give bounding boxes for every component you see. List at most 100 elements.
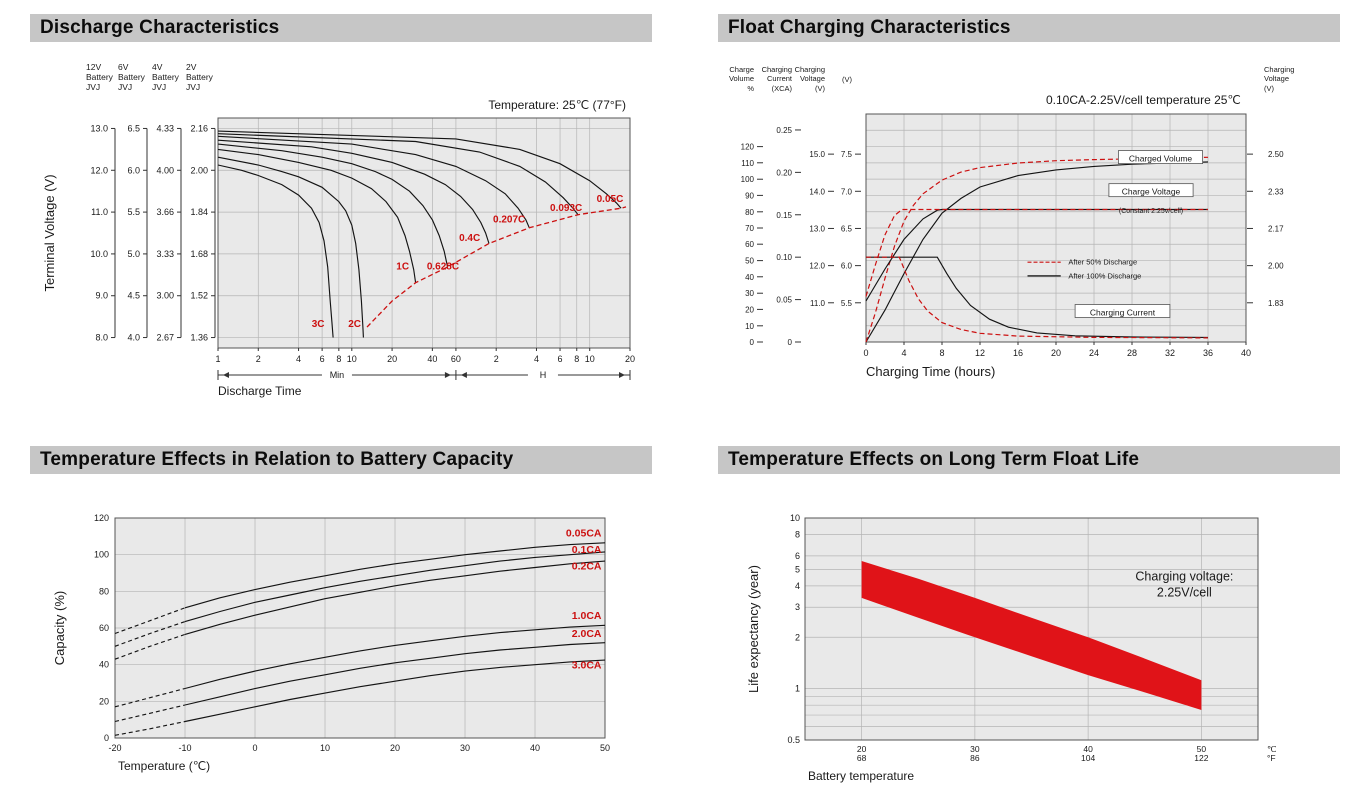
svg-text:Charging: Charging xyxy=(795,65,825,74)
svg-text:11.0: 11.0 xyxy=(91,207,108,217)
svg-text:10.0: 10.0 xyxy=(90,249,108,259)
svg-text:110: 110 xyxy=(741,159,754,168)
svg-text:10: 10 xyxy=(585,354,595,364)
svg-text:℃: ℃ xyxy=(1267,744,1277,754)
svg-text:4: 4 xyxy=(795,581,800,591)
svg-text:104: 104 xyxy=(1081,753,1095,763)
svg-text:2C: 2C xyxy=(348,319,361,330)
svg-text:4.0: 4.0 xyxy=(127,333,140,343)
svg-text:1: 1 xyxy=(795,684,800,694)
svg-text:6.5: 6.5 xyxy=(841,224,853,233)
svg-text:0.5: 0.5 xyxy=(787,735,800,745)
svg-text:6.0: 6.0 xyxy=(841,262,853,271)
svg-text:20: 20 xyxy=(857,744,867,754)
section-title-float-charging: Float Charging Characteristics xyxy=(718,14,1340,42)
svg-text:40: 40 xyxy=(1083,744,1093,754)
svg-text:Terminal Voltage (V): Terminal Voltage (V) xyxy=(42,174,57,291)
svg-text:Life expectancy (year): Life expectancy (year) xyxy=(746,565,761,693)
svg-text:2.50: 2.50 xyxy=(1268,150,1284,159)
svg-text:60: 60 xyxy=(99,623,109,633)
svg-text:H: H xyxy=(540,370,547,380)
svg-text:20: 20 xyxy=(1051,348,1061,358)
svg-text:0.093C: 0.093C xyxy=(550,203,582,214)
svg-text:8: 8 xyxy=(336,354,341,364)
svg-text:After 50% Discharge: After 50% Discharge xyxy=(1068,258,1137,267)
svg-text:Discharge Time: Discharge Time xyxy=(218,384,302,398)
svg-text:30: 30 xyxy=(745,289,754,298)
svg-text:20: 20 xyxy=(390,743,400,753)
svg-text:After 100% Discharge: After 100% Discharge xyxy=(1068,271,1141,280)
svg-text:36: 36 xyxy=(1203,348,1213,358)
svg-text:9.0: 9.0 xyxy=(95,291,108,301)
svg-text:8: 8 xyxy=(939,348,944,358)
svg-text:0.207C: 0.207C xyxy=(493,215,525,226)
svg-text:7.5: 7.5 xyxy=(841,150,853,159)
svg-text:40: 40 xyxy=(745,273,754,282)
svg-text:80: 80 xyxy=(745,208,754,217)
svg-text:32: 32 xyxy=(1165,348,1175,358)
svg-text:JVJ: JVJ xyxy=(86,82,100,92)
svg-text:Charging: Charging xyxy=(1264,65,1294,74)
svg-text:28: 28 xyxy=(1127,348,1137,358)
svg-text:30: 30 xyxy=(460,743,470,753)
svg-text:0.05CA: 0.05CA xyxy=(566,527,602,539)
svg-text:10: 10 xyxy=(320,743,330,753)
temperature-capacity-section: Temperature Effects in Relation to Batte… xyxy=(30,446,652,786)
svg-text:6.0: 6.0 xyxy=(127,165,140,175)
svg-text:0: 0 xyxy=(252,743,257,753)
svg-text:3C: 3C xyxy=(312,319,325,330)
svg-text:12.0: 12.0 xyxy=(809,262,825,271)
svg-text:8: 8 xyxy=(795,530,800,540)
svg-text:2.00: 2.00 xyxy=(190,165,208,175)
svg-text:4: 4 xyxy=(901,348,906,358)
svg-text:Battery temperature: Battery temperature xyxy=(808,769,914,783)
svg-text:2: 2 xyxy=(494,354,499,364)
svg-text:5: 5 xyxy=(795,564,800,574)
svg-text:Battery: Battery xyxy=(186,72,214,82)
svg-text:2V: 2V xyxy=(186,62,197,72)
svg-text:Battery: Battery xyxy=(152,72,180,82)
svg-text:2.33: 2.33 xyxy=(1268,187,1284,196)
svg-text:0.15: 0.15 xyxy=(776,211,792,220)
svg-text:Charging Current: Charging Current xyxy=(1090,308,1156,318)
svg-text:Current: Current xyxy=(767,74,793,83)
svg-text:60: 60 xyxy=(451,354,461,364)
svg-text:122: 122 xyxy=(1194,753,1208,763)
svg-text:10: 10 xyxy=(790,513,800,523)
svg-text:68: 68 xyxy=(857,753,867,763)
svg-text:Charging voltage:: Charging voltage: xyxy=(1135,570,1233,584)
svg-text:20: 20 xyxy=(99,696,109,706)
svg-text:4V: 4V xyxy=(152,62,163,72)
svg-text:5.5: 5.5 xyxy=(841,299,853,308)
svg-text:(Constant 2.25v/cell): (Constant 2.25v/cell) xyxy=(1119,208,1183,215)
svg-text:13.0: 13.0 xyxy=(90,123,108,133)
svg-text:16: 16 xyxy=(1013,348,1023,358)
svg-text:12V: 12V xyxy=(86,62,101,72)
svg-text:1C: 1C xyxy=(396,262,409,273)
svg-text:Capacity (%): Capacity (%) xyxy=(52,591,67,665)
svg-text:0: 0 xyxy=(750,338,755,347)
svg-text:40: 40 xyxy=(1241,348,1251,358)
svg-text:70: 70 xyxy=(745,224,754,233)
svg-text:1.68: 1.68 xyxy=(190,249,208,259)
svg-text:JVJ: JVJ xyxy=(186,82,200,92)
svg-text:4.33: 4.33 xyxy=(156,123,174,133)
svg-text:0: 0 xyxy=(788,338,793,347)
svg-text:14.0: 14.0 xyxy=(809,187,825,196)
svg-text:Volume: Volume xyxy=(729,74,754,83)
section-title-float-life: Temperature Effects on Long Term Float L… xyxy=(718,446,1340,474)
svg-text:120: 120 xyxy=(94,513,109,523)
svg-text:Temperature: 25℃ (77°F): Temperature: 25℃ (77°F) xyxy=(488,98,626,112)
svg-text:Min: Min xyxy=(330,370,345,380)
svg-text:20: 20 xyxy=(387,354,397,364)
svg-text:JVJ: JVJ xyxy=(118,82,132,92)
svg-text:100: 100 xyxy=(741,175,755,184)
svg-text:0.05: 0.05 xyxy=(776,296,792,305)
svg-text:Voltage: Voltage xyxy=(800,74,825,83)
svg-text:1.52: 1.52 xyxy=(190,291,208,301)
svg-text:-10: -10 xyxy=(178,743,191,753)
svg-text:50: 50 xyxy=(745,257,754,266)
